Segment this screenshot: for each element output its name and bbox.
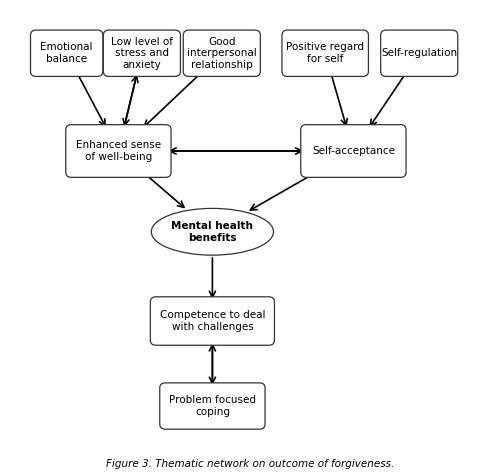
Ellipse shape <box>152 209 274 255</box>
Text: Self-acceptance: Self-acceptance <box>312 146 395 156</box>
FancyBboxPatch shape <box>184 30 260 76</box>
Text: Mental health
benefits: Mental health benefits <box>172 221 254 243</box>
FancyBboxPatch shape <box>30 30 103 76</box>
FancyBboxPatch shape <box>160 383 265 429</box>
Text: Enhanced sense
of well-being: Enhanced sense of well-being <box>76 140 161 162</box>
Text: Problem focused
coping: Problem focused coping <box>169 395 256 417</box>
Text: Emotional
balance: Emotional balance <box>40 43 93 64</box>
FancyBboxPatch shape <box>301 125 406 177</box>
FancyBboxPatch shape <box>104 30 180 76</box>
FancyBboxPatch shape <box>150 297 274 345</box>
FancyBboxPatch shape <box>282 30 368 76</box>
Text: Figure 3. Thematic network on outcome of forgiveness.: Figure 3. Thematic network on outcome of… <box>106 459 394 469</box>
FancyBboxPatch shape <box>380 30 458 76</box>
Text: Good
interpersonal
relationship: Good interpersonal relationship <box>187 36 256 70</box>
Text: Positive regard
for self: Positive regard for self <box>286 43 364 64</box>
Text: Low level of
stress and
anxiety: Low level of stress and anxiety <box>111 36 173 70</box>
Text: Self-regulation: Self-regulation <box>381 48 458 58</box>
Text: Competence to deal
with challenges: Competence to deal with challenges <box>160 310 265 332</box>
FancyBboxPatch shape <box>66 125 171 177</box>
